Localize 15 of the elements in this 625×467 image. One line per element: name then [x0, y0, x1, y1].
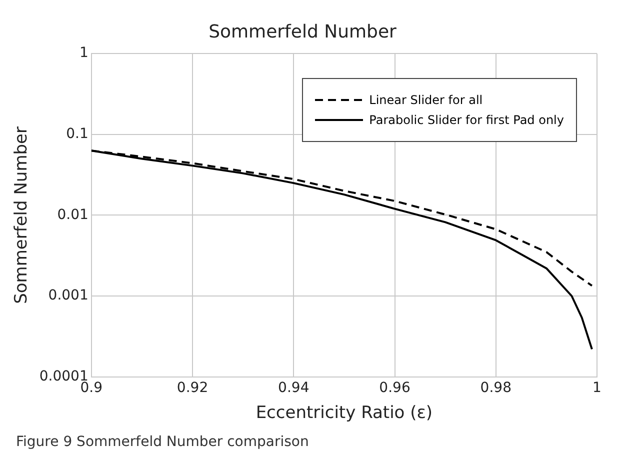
x-tick-label: 0.96	[379, 380, 410, 396]
y-tick-label: 0.001	[48, 288, 88, 304]
y-tick-label: 1	[79, 45, 88, 62]
chart-title: Sommerfeld Number	[208, 21, 398, 42]
y-axis-title: Sommerfeld Number	[12, 126, 32, 304]
x-tick-label: 1	[592, 380, 602, 396]
legend-label: Linear Slider for all	[369, 93, 483, 107]
x-axis-title: Eccentricity Ratio (ε)	[256, 403, 433, 424]
x-tick-label: 0.92	[176, 380, 208, 396]
y-tick-label: 0.1	[66, 126, 88, 142]
y-tick-label: 0.01	[57, 206, 88, 223]
x-tick-label: 0.98	[480, 380, 512, 396]
caption: Figure 9 Sommerfeld Number comparison	[15, 434, 310, 450]
x-tick-label: 0.94	[278, 380, 310, 396]
legend-label: Parabolic Slider for first Pad only	[369, 113, 564, 127]
